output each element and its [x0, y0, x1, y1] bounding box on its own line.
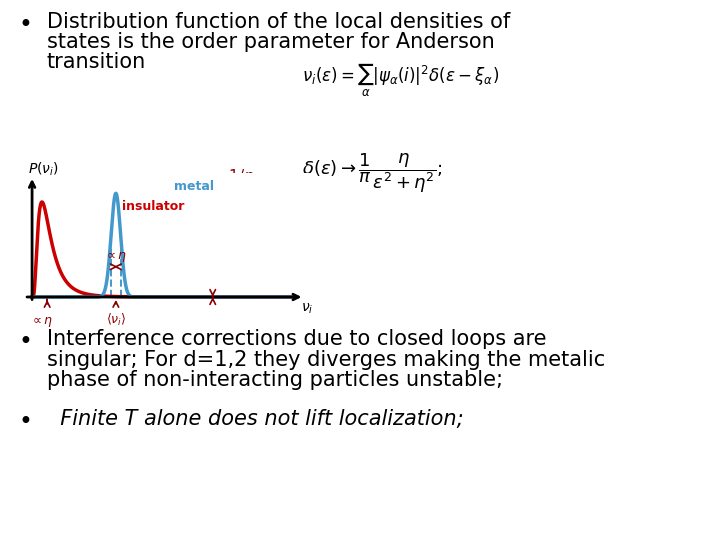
Text: $\langle\nu_i\rangle$: $\langle\nu_i\rangle$	[106, 312, 126, 328]
Text: •: •	[18, 410, 32, 434]
Text: Distribution function of the local densities of: Distribution function of the local densi…	[47, 12, 510, 32]
Text: $\nu_i(\epsilon) = \sum_\alpha |\psi_\alpha(i)|^2 \delta(\epsilon - \xi_\alpha)$: $\nu_i(\epsilon) = \sum_\alpha |\psi_\al…	[302, 62, 500, 99]
Text: $\delta(\epsilon) \rightarrow \dfrac{1}{\pi} \dfrac{\eta}{\epsilon^2 + \eta^2};$: $\delta(\epsilon) \rightarrow \dfrac{1}{…	[302, 151, 443, 195]
Text: $\propto 1/\eta$: $\propto 1/\eta$	[212, 167, 255, 186]
Text: $\nu_i$: $\nu_i$	[301, 301, 313, 316]
Text: •: •	[18, 14, 32, 37]
Text: transition: transition	[47, 52, 146, 72]
Text: $P(\nu_i)$: $P(\nu_i)$	[28, 161, 59, 178]
Text: $\propto \eta$: $\propto \eta$	[30, 315, 53, 329]
Text: Finite T alone does not lift localization;: Finite T alone does not lift localizatio…	[47, 409, 464, 429]
Text: metal: metal	[174, 180, 215, 193]
Text: singular; For d=1,2 they diverges making the metalic: singular; For d=1,2 they diverges making…	[47, 350, 605, 370]
Text: •: •	[18, 330, 32, 354]
Text: Interference corrections due to closed loops are: Interference corrections due to closed l…	[47, 329, 546, 349]
Text: states is the order parameter for Anderson: states is the order parameter for Anders…	[47, 32, 495, 52]
Text: $\propto \eta$: $\propto \eta$	[104, 250, 127, 264]
Text: insulator: insulator	[122, 200, 185, 213]
Text: phase of non-interacting particles unstable;: phase of non-interacting particles unsta…	[47, 370, 503, 390]
